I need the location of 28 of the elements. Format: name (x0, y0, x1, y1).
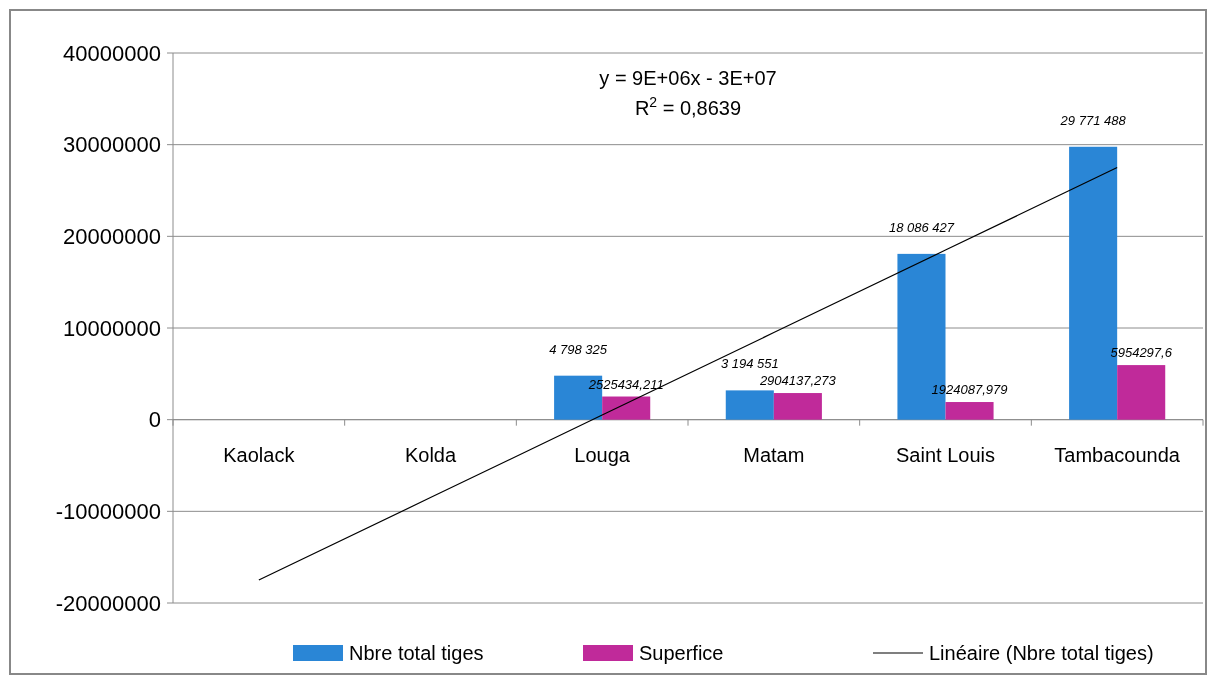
x-tick-label: Kolda (404, 443, 457, 466)
x-tick-label: Tambacounda (1054, 443, 1181, 466)
data-label: 3 194 551 (720, 356, 779, 372)
y-tick-label: 0 (148, 407, 161, 433)
y-tick-label: -20000000 (55, 590, 161, 616)
bar (725, 390, 774, 420)
y-tick-label: 30000000 (63, 132, 161, 158)
bar (945, 402, 994, 420)
bar (773, 393, 822, 420)
bar (602, 396, 651, 420)
y-tick-label: 20000000 (63, 224, 161, 250)
annotation: y = 9E+06x - 3E+07 (599, 67, 777, 89)
bar (1117, 365, 1166, 420)
x-tick-label: Louga (574, 443, 631, 466)
data-label: 4 798 325 (549, 341, 608, 357)
x-tick-label: Saint Louis (896, 443, 995, 466)
legend-label: Linéaire (Nbre total tiges) (929, 642, 1154, 664)
legend-label: Nbre total tiges (349, 642, 484, 664)
data-label: 29 771 488 (1059, 112, 1127, 128)
data-label: 2904137,273 (758, 373, 837, 389)
x-tick-label: Kaolack (223, 443, 296, 466)
legend-label: Superfice (639, 642, 724, 664)
x-tick-label: Matam (743, 443, 805, 466)
y-tick-label: 40000000 (63, 40, 161, 66)
y-tick-label: -10000000 (55, 499, 161, 525)
y-tick-label: 10000000 (63, 315, 161, 341)
data-label: 18 086 427 (888, 219, 955, 235)
annotation: R$^{2}$ = 0,8639 (634, 94, 742, 119)
